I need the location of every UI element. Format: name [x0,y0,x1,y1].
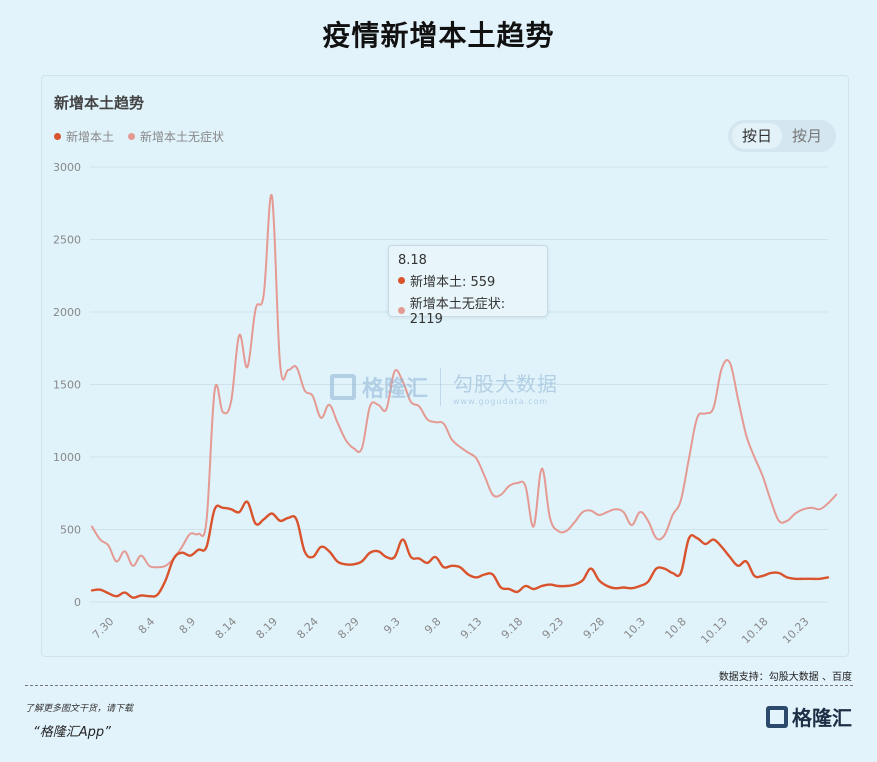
y-axis-ticks: 0 500 1000 1500 2000 2500 3000 [53,161,81,609]
chart-tooltip: 8.18 新增本土: 559 新增本土无症状: 2119 [388,245,548,327]
x-axis-ticks: 7.30 8.4 8.9 8.14 8.19 8.24 8.29 9.3 9.8 9.13 9.18… [90,615,812,646]
footer-logo: 格隆汇 [766,702,852,731]
watermark-separator [440,368,442,406]
chart-card-title: 新增本土趋势 [54,94,145,112]
x-tick-label: 10.18 [739,615,770,646]
y-tick-label: 1500 [53,379,81,392]
y-tick-label: 0 [74,596,81,609]
x-tick-label: 8.9 [177,615,199,637]
tooltip-series2: 新增本土无症状: 2119 [409,297,506,327]
y-tick-label: 1000 [53,451,81,464]
x-tick-label: 10.23 [780,615,811,646]
x-tick-label: 10.13 [698,615,729,646]
tooltip-series1: 新增本土: 559 [410,275,496,290]
x-tick-label: 9.23 [540,615,567,642]
x-tick-label: 9.18 [499,615,526,642]
footer-divider [25,685,853,686]
legend-dot-series1 [54,133,61,140]
chart-legend: 新增本土 新增本土无症状 [54,128,224,145]
watermark-name: 格隆汇 [362,377,429,402]
x-tick-label: 8.29 [335,615,362,642]
watermark-url: www.gogudata.com [453,397,549,406]
x-tick-label: 8.14 [213,615,240,642]
chart-card: 新增本土趋势 新增本土 新增本土无症状 按日 按月 [41,75,849,657]
x-tick-label: 10.8 [662,615,689,642]
footer-app-name: “格隆汇App” [33,725,111,740]
watermark: 格隆汇 勾股大数据 www.gogudata.com [330,368,558,406]
y-tick-label: 500 [60,524,81,537]
legend-item-series1[interactable]: 新增本土 [54,128,114,145]
x-tick-label: 9.8 [422,615,444,637]
chart-series [90,193,838,599]
footer-logo-text: 格隆汇 [792,706,852,730]
x-tick-label: 8.4 [136,615,158,637]
series-line-asymptomatic[interactable] [91,193,838,569]
series-line-local[interactable] [90,500,830,599]
page-title: 疫情新增本土趋势 [322,19,555,52]
watermark-logo-icon [330,374,356,400]
y-tick-label: 3000 [53,161,81,174]
watermark-subtitle: 勾股大数据 [453,372,559,396]
legend-label-series1: 新增本土 [66,130,115,144]
period-toggle: 按日 按月 [728,120,836,152]
x-tick-label: 9.3 [381,615,403,637]
legend-dot-series2 [128,133,136,140]
toggle-monthly-button[interactable]: 按月 [791,127,822,145]
y-tick-label: 2000 [53,306,81,319]
tooltip-dot-series1 [398,277,405,284]
line-chart: 0 500 1000 1500 2000 2500 3000 7.30 8.4 8.9 8.14 8… [53,161,838,646]
x-tick-label: 7.30 [90,615,117,642]
footer-note: 了解更多图文干货，请下载 [25,704,134,714]
toggle-daily-button[interactable]: 按日 [732,123,782,149]
data-source: 数据支持：勾股大数据 、百度 [718,672,852,683]
footer-logo-icon [766,705,788,728]
x-tick-label: 9.13 [458,615,485,642]
x-tick-label: 8.24 [294,615,321,642]
tooltip-date: 8.18 [398,253,427,268]
legend-label-series2: 新增本土无症状 [140,130,225,144]
x-tick-label: 10.3 [622,615,649,642]
legend-item-series2[interactable]: 新增本土无症状 [128,128,224,145]
x-tick-label: 9.28 [581,615,608,642]
y-tick-label: 2500 [53,234,81,247]
x-tick-label: 8.19 [254,615,281,642]
tooltip-dot-series2 [398,306,405,314]
